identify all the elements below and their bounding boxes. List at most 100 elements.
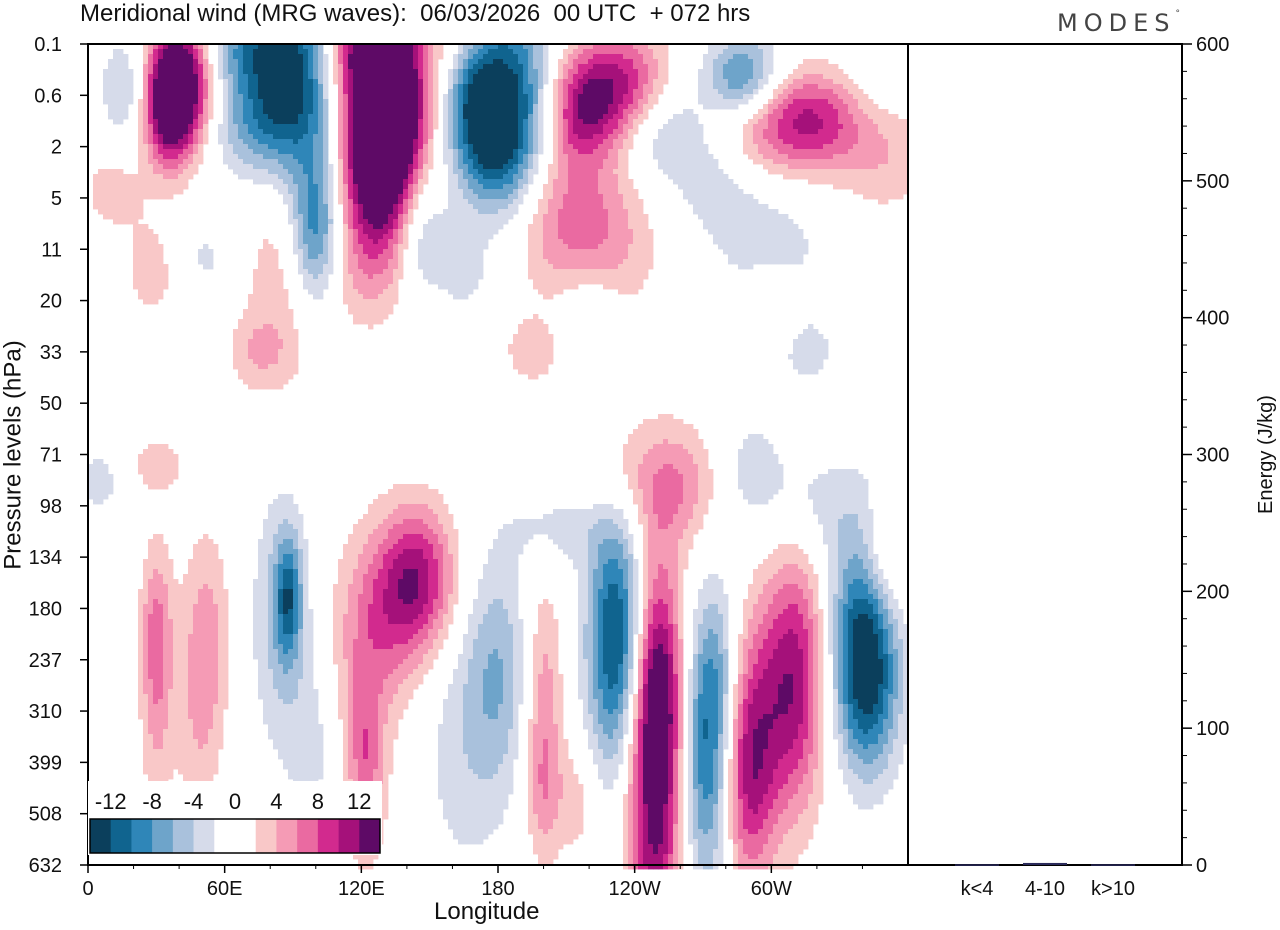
wind-cell — [723, 179, 728, 184]
wind-cell — [493, 169, 498, 174]
wind-cell — [263, 84, 268, 89]
wind-cell — [463, 164, 468, 169]
wind-cell — [588, 254, 593, 259]
wind-cell — [543, 199, 548, 204]
wind-cell — [293, 79, 298, 84]
wind-cell — [778, 159, 783, 164]
wind-cell — [153, 154, 158, 159]
wind-cell — [303, 234, 308, 239]
wind-cell — [408, 64, 413, 69]
wind-cell — [128, 214, 133, 219]
wind-cell — [513, 144, 518, 149]
wind-cell — [698, 99, 703, 104]
wind-cell — [168, 79, 173, 84]
wind-cell — [798, 94, 803, 99]
wind-cell — [568, 209, 573, 214]
wind-cell — [283, 119, 288, 124]
wind-cell — [603, 169, 608, 174]
wind-cell — [623, 109, 628, 114]
wind-cell — [678, 149, 683, 154]
wind-cell — [668, 119, 673, 124]
wind-cell — [808, 69, 813, 74]
wind-cell — [798, 139, 803, 144]
wind-cell — [273, 259, 278, 264]
wind-cell — [538, 109, 543, 114]
wind-cell — [493, 229, 498, 234]
wind-cell — [358, 119, 363, 124]
wind-cell — [678, 139, 683, 144]
wind-cell — [703, 79, 708, 84]
wind-cell — [413, 104, 418, 109]
wind-cell — [188, 124, 193, 129]
wind-cell — [273, 104, 278, 109]
wind-cell — [833, 174, 838, 179]
wind-cell — [863, 189, 868, 194]
wind-cell — [868, 184, 873, 189]
wind-cell — [848, 124, 853, 129]
wind-cell — [808, 74, 813, 79]
wind-cell — [863, 169, 868, 174]
wind-cell — [743, 239, 748, 244]
wind-cell — [583, 159, 588, 164]
wind-cell — [658, 134, 663, 139]
wind-cell — [853, 89, 858, 94]
wind-cell — [623, 239, 628, 244]
wind-cell — [613, 249, 618, 254]
wind-cell — [398, 204, 403, 209]
wind-cell — [703, 174, 708, 179]
wind-cell — [443, 159, 448, 164]
wind-cell — [578, 179, 583, 184]
wind-cell — [453, 69, 458, 74]
wind-cell — [388, 234, 393, 239]
wind-cell — [563, 184, 568, 189]
wind-cell — [243, 109, 248, 114]
wind-cell — [403, 54, 408, 59]
wind-cell — [398, 99, 403, 104]
wind-cell — [398, 199, 403, 204]
wind-cell — [393, 84, 398, 89]
wind-cell — [313, 259, 318, 264]
wind-cell — [753, 239, 758, 244]
wind-cell — [453, 89, 458, 94]
wind-cell — [483, 244, 488, 249]
wind-cell — [728, 259, 733, 264]
wind-cell — [833, 64, 838, 69]
wind-cell — [608, 244, 613, 249]
wind-cell — [793, 134, 798, 139]
wind-cell — [373, 199, 378, 204]
wind-cell — [518, 124, 523, 129]
wind-cell — [823, 94, 828, 99]
wind-cell — [563, 129, 568, 134]
wind-cell — [338, 99, 343, 104]
wind-cell — [358, 239, 363, 244]
wind-cell — [588, 64, 593, 69]
wind-cell — [303, 144, 308, 149]
wind-cell — [198, 134, 203, 139]
wind-cell — [708, 84, 713, 89]
wind-cell — [788, 134, 793, 139]
wind-cell — [308, 124, 313, 129]
wind-cell — [708, 59, 713, 64]
wind-cell — [283, 139, 288, 144]
wind-cell — [243, 84, 248, 89]
wind-cell — [763, 234, 768, 239]
wind-cell — [518, 89, 523, 94]
wind-cell — [618, 109, 623, 114]
wind-cell — [463, 74, 468, 79]
wind-cell — [318, 59, 323, 64]
wind-cell — [888, 124, 893, 129]
wind-cell — [318, 129, 323, 134]
wind-cell — [393, 259, 398, 264]
wind-cell — [363, 79, 368, 84]
wind-cell — [133, 174, 138, 179]
wind-cell — [103, 174, 108, 179]
wind-cell — [473, 249, 478, 254]
wind-cell — [713, 174, 718, 179]
wind-cell — [743, 249, 748, 254]
wind-cell — [263, 114, 268, 119]
wind-cell — [633, 84, 638, 89]
wind-cell — [478, 249, 483, 254]
wind-cell — [593, 109, 598, 114]
wind-cell — [783, 154, 788, 159]
wind-cell — [293, 214, 298, 219]
